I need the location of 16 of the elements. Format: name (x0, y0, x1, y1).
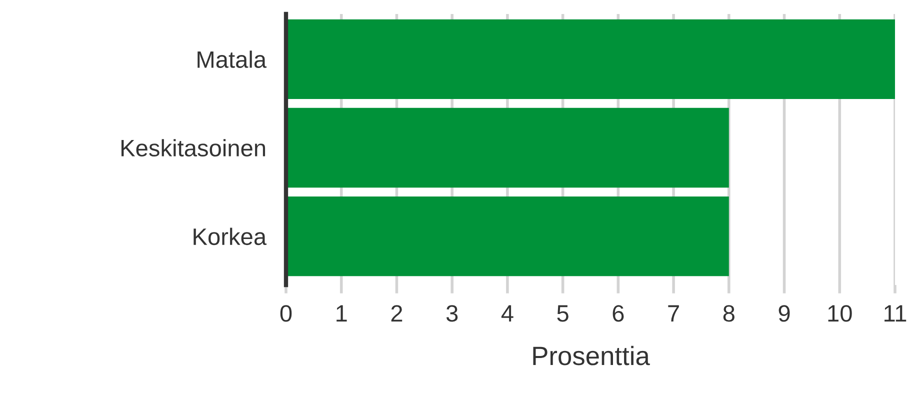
y-tick-label: Korkea (194, 228, 267, 246)
y-tick-label: Keskitasoinen (121, 139, 266, 157)
x-tick-label: 9 (778, 305, 790, 322)
x-tick-label: 2 (391, 305, 402, 322)
x-tick-label: 5 (557, 305, 568, 322)
x-tick-label: 3 (446, 305, 458, 322)
x-tick-label: 4 (501, 305, 514, 322)
x-tick-label: 10 (828, 305, 852, 322)
x-tick-label: 7 (668, 305, 679, 322)
x-tick-label: 1 (336, 305, 347, 322)
x-tick-label: 11 (884, 305, 906, 322)
x-tick-label: 0 (280, 305, 292, 322)
x-axis-title: Prosenttia (533, 346, 650, 366)
x-tick-label: 6 (612, 305, 624, 322)
y-tick-label: Matala (198, 50, 267, 68)
x-tick-label: 8 (723, 305, 734, 322)
